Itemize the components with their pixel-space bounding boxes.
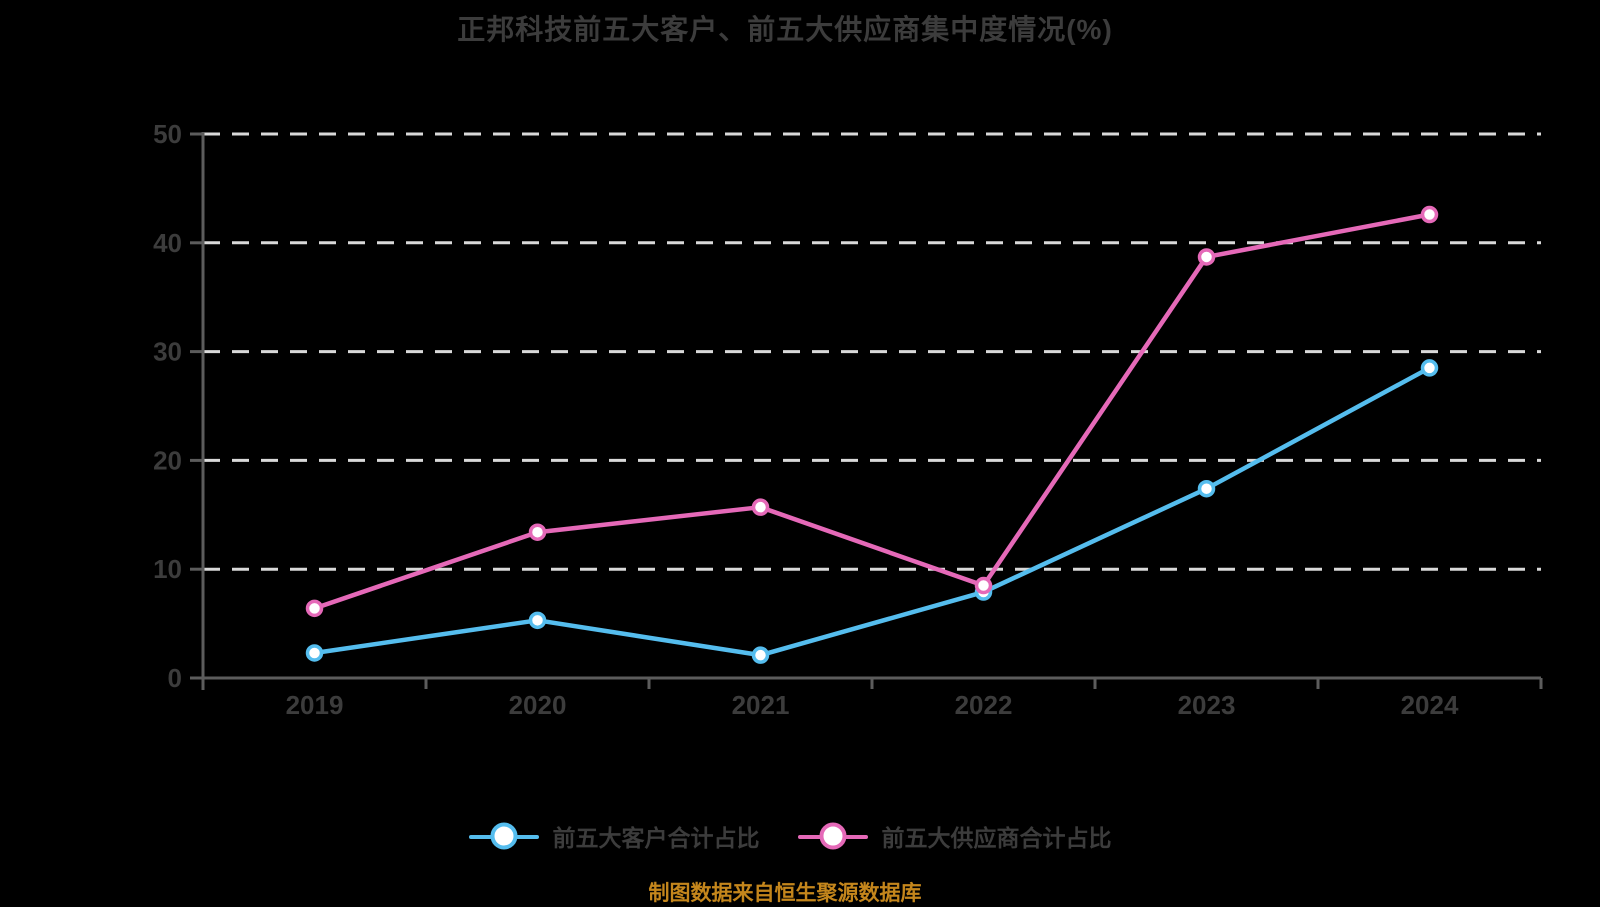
marker-top5-suppliers-2019 — [305, 599, 324, 618]
y-tick-label: 0 — [168, 663, 182, 693]
y-tick-label: 20 — [153, 445, 182, 475]
legend-circle — [490, 822, 517, 850]
marker-top5-customers-2019 — [305, 644, 324, 662]
marker-top5-suppliers-2024 — [1420, 205, 1439, 224]
series-line-top5-suppliers — [312, 212, 1432, 611]
y-tick-label: 10 — [153, 554, 182, 584]
marker-top5-customers-2024 — [1420, 359, 1439, 377]
marker-top5-customers-2021 — [751, 646, 770, 664]
marker-top5-suppliers-2022 — [974, 576, 993, 595]
legend-marker-icon — [468, 822, 539, 850]
x-tick-label: 2024 — [1401, 690, 1459, 720]
marker-top5-customers-2020 — [528, 611, 547, 630]
marker-top5-suppliers-2023 — [1197, 248, 1216, 266]
x-tick-label: 2021 — [732, 690, 790, 720]
marker-top5-suppliers-2021 — [751, 498, 770, 516]
y-tick-label: 40 — [153, 228, 182, 258]
x-tick-label: 2020 — [509, 690, 567, 720]
series-line-top5-customers — [312, 365, 1432, 658]
legend-circle — [819, 822, 846, 850]
marker-top5-customers-2023 — [1197, 479, 1216, 498]
legend-item-top5-customers: 前五大客户合计占比 — [468, 819, 760, 853]
data-source-note: 制图数据来自恒生聚源数据库 — [648, 882, 922, 905]
legend-label: 前五大供应商合计占比 — [881, 825, 1112, 851]
marker-top5-suppliers-2020 — [528, 523, 547, 541]
y-tick-label: 30 — [153, 337, 182, 367]
x-tick-label: 2023 — [1178, 690, 1236, 720]
chart-title: 正邦科技前五大客户、前五大供应商集中度情况(%) — [457, 14, 1113, 45]
y-tick-label: 50 — [153, 119, 182, 149]
x-tick-label: 2019 — [286, 690, 344, 720]
legend-label: 前五大客户合计占比 — [552, 825, 760, 851]
x-tick-label: 2022 — [955, 690, 1013, 720]
legend: 前五大客户合计占比 前五大供应商合计占比 — [0, 812, 1580, 860]
legend-marker-icon — [797, 822, 868, 850]
legend-item-top5-suppliers: 前五大供应商合计占比 — [797, 819, 1112, 853]
